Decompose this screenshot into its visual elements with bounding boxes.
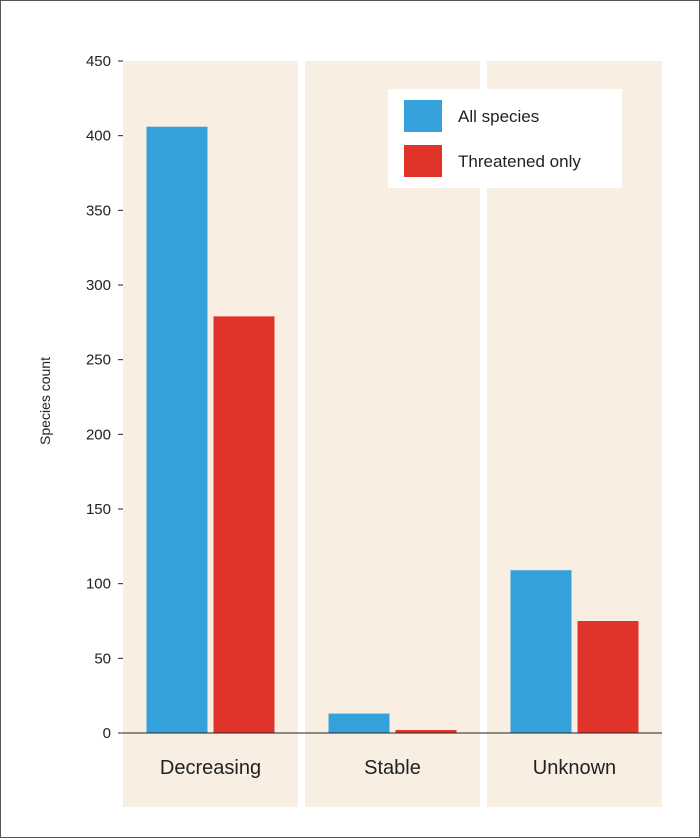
bar-stable-threatened-only bbox=[395, 730, 457, 733]
y-tick-label: 350 bbox=[86, 202, 111, 219]
bars bbox=[146, 126, 639, 733]
y-tick-label: 200 bbox=[86, 426, 111, 443]
y-tick-label: 450 bbox=[86, 53, 111, 70]
legend: All species Threatened only bbox=[388, 89, 622, 188]
y-tick-label: 400 bbox=[86, 128, 111, 145]
y-tick-label: 0 bbox=[103, 725, 111, 742]
legend-swatch bbox=[404, 100, 442, 132]
x-tick-label: Decreasing bbox=[160, 757, 261, 779]
legend-label: Threatened only bbox=[458, 152, 581, 171]
y-axis: 0 50 100 150 200 250 300 350 400 450 bbox=[86, 53, 662, 742]
y-tick-label: 100 bbox=[86, 576, 111, 593]
legend-swatch bbox=[404, 145, 442, 177]
y-tick-label: 250 bbox=[86, 352, 111, 369]
x-tick-label: Unknown bbox=[533, 757, 616, 779]
y-tick-label: 50 bbox=[94, 650, 111, 667]
bar-decreasing-all-species bbox=[146, 126, 208, 733]
category-labels: Decreasing Stable Unknown bbox=[160, 757, 616, 779]
y-tick-label: 300 bbox=[86, 277, 111, 294]
bar-stable-all-species bbox=[328, 713, 390, 733]
y-tick-label: 150 bbox=[86, 501, 111, 518]
x-tick-label: Stable bbox=[364, 757, 421, 779]
legend-label: All species bbox=[458, 107, 539, 126]
bar-decreasing-threatened-only bbox=[213, 316, 275, 733]
y-axis-title: Species count bbox=[37, 357, 53, 445]
bar-unknown-all-species bbox=[510, 570, 572, 733]
bar-unknown-threatened-only bbox=[577, 621, 639, 733]
